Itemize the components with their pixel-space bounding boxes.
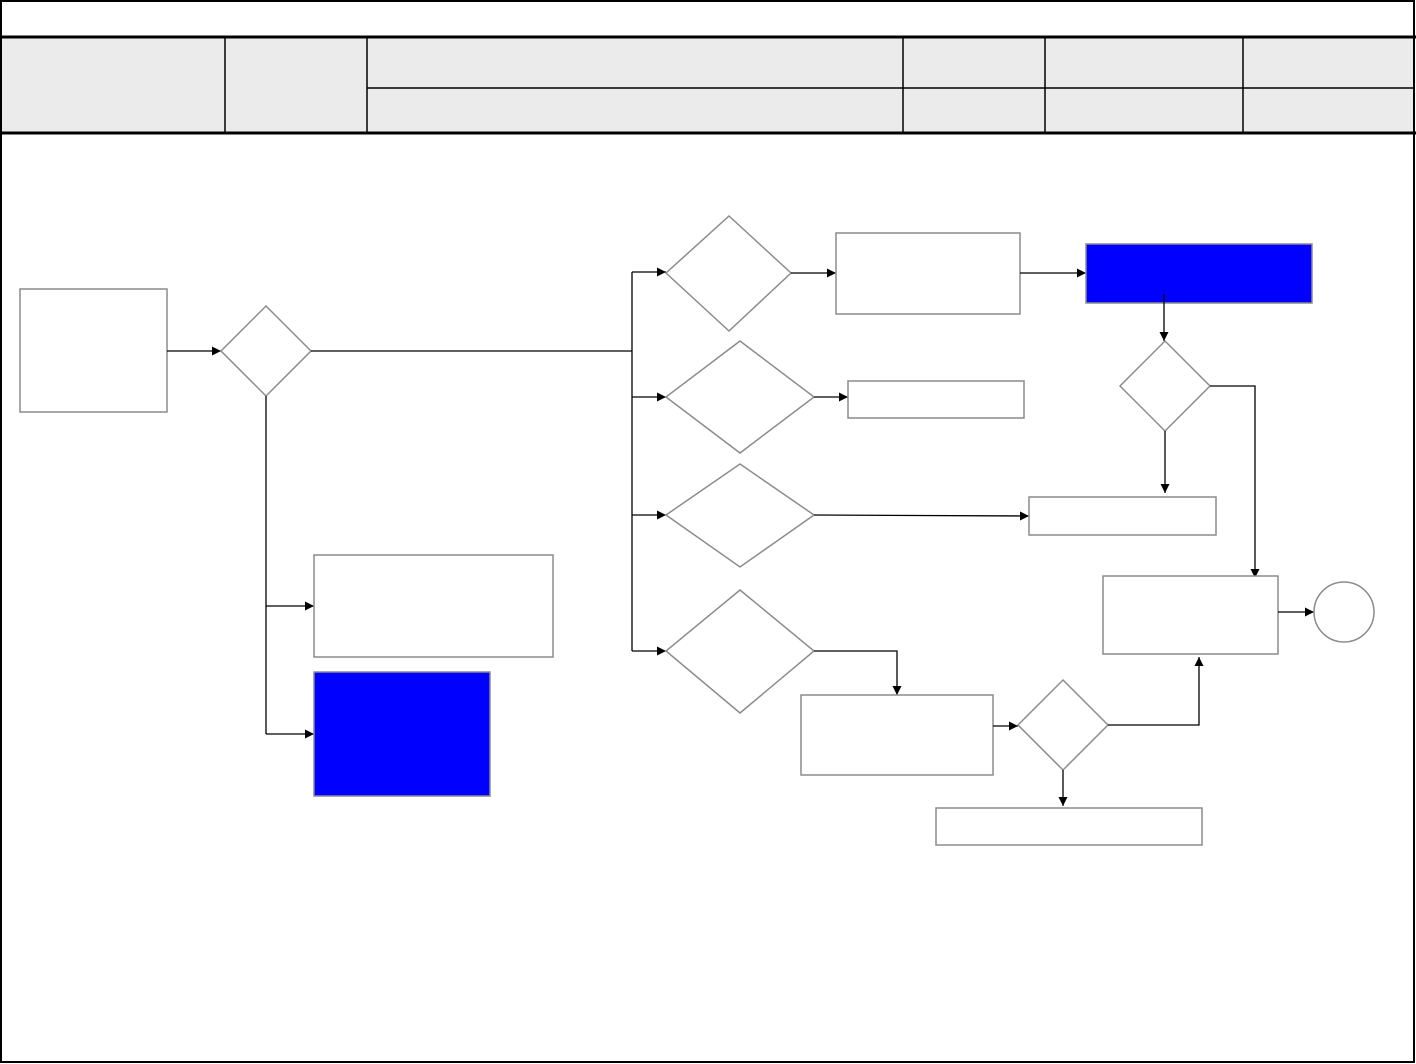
arrow <box>814 650 902 695</box>
decision <box>1118 339 1212 433</box>
process-box <box>1102 575 1279 655</box>
highlight-box <box>313 671 491 797</box>
decision <box>664 589 816 714</box>
flow <box>19 214 1375 846</box>
arrow <box>813 511 1030 521</box>
decision <box>664 463 816 568</box>
process-box <box>800 694 994 776</box>
process-box <box>1028 496 1217 536</box>
arrow <box>1108 657 1204 726</box>
decision <box>1016 678 1110 772</box>
arrow <box>1210 385 1260 578</box>
decision <box>219 304 313 398</box>
header-table <box>0 35 1416 135</box>
process-box <box>935 807 1203 846</box>
decision <box>664 214 793 333</box>
decision <box>664 340 816 454</box>
process-box <box>313 554 554 658</box>
highlight-box <box>1085 243 1313 304</box>
process-box <box>847 380 1025 419</box>
start-box <box>19 288 168 413</box>
end-terminal <box>1313 581 1375 643</box>
header-background <box>1 37 1414 133</box>
process-box <box>835 232 1021 315</box>
